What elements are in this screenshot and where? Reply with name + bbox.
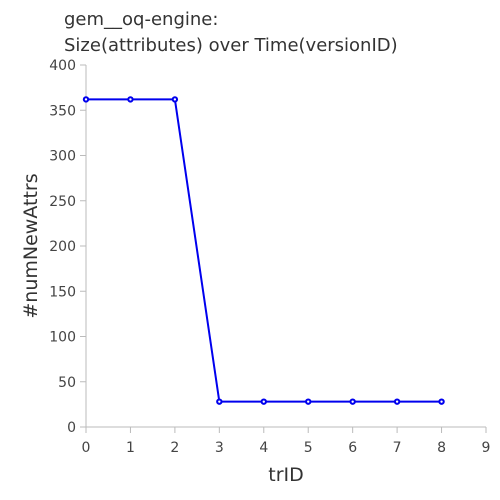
x-axis-label: trID: [268, 464, 304, 486]
x-axis-ticks: 0 1 2 3 4 5 6 7 8 9: [82, 427, 491, 456]
x-tick-label: 4: [259, 440, 268, 456]
y-tick-label: 350: [49, 103, 76, 119]
axes: [85, 65, 486, 428]
x-tick-label: 0: [82, 440, 91, 456]
y-tick-label: 50: [58, 375, 76, 391]
x-tick-label: 9: [482, 440, 491, 456]
x-tick-label: 2: [170, 440, 179, 456]
y-tick-label: 250: [49, 194, 76, 210]
x-tick-label: 6: [348, 440, 357, 456]
y-axis-label: #numNewAttrs: [20, 173, 42, 318]
data-point: [349, 398, 356, 405]
y-tick-label: 200: [49, 239, 76, 255]
series-line: [86, 98, 442, 403]
y-tick-label: 100: [49, 330, 76, 346]
data-point: [216, 398, 223, 405]
chart-title-line-1: gem__oq-engine:: [64, 9, 218, 30]
y-tick-label: 400: [49, 58, 76, 74]
chart-title-line-2: Size(attributes) over Time(versionID): [64, 35, 398, 56]
y-axis-ticks: 0 50 100 150 200 250 300 350 400: [49, 58, 86, 436]
data-point: [82, 96, 90, 103]
data-point: [438, 398, 445, 405]
x-tick-label: 1: [126, 440, 135, 456]
data-point: [305, 398, 312, 405]
x-tick-label: 5: [304, 440, 313, 456]
y-tick-label: 0: [67, 420, 76, 436]
data-point: [171, 96, 179, 103]
y-tick-label: 300: [49, 149, 76, 165]
x-tick-label: 8: [437, 440, 446, 456]
x-tick-label: 3: [215, 440, 224, 456]
y-tick-label: 150: [49, 284, 76, 300]
data-point: [260, 398, 267, 405]
data-point: [127, 96, 134, 103]
x-tick-label: 7: [393, 440, 402, 456]
series-group: [82, 96, 445, 405]
data-point: [393, 398, 401, 405]
